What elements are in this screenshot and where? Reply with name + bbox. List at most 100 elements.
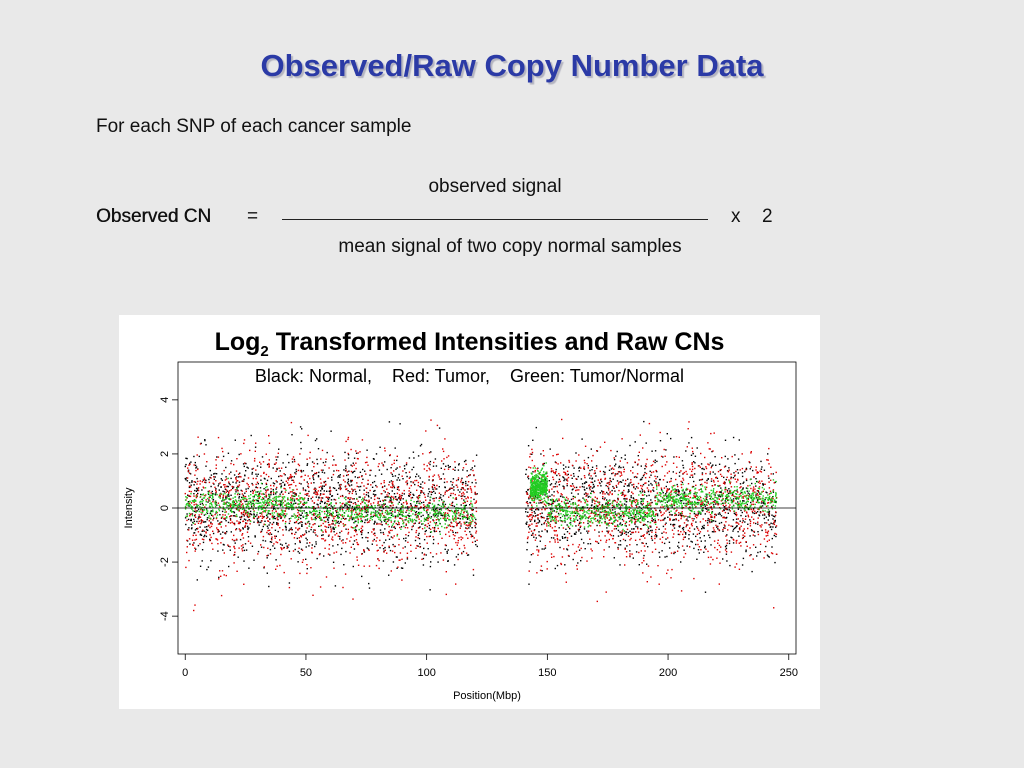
data-point: [356, 482, 358, 484]
data-point: [707, 463, 709, 465]
data-point: [771, 501, 774, 503]
data-point: [346, 474, 348, 477]
data-point: [197, 480, 199, 483]
data-point: [737, 518, 739, 520]
data-point: [634, 441, 636, 443]
data-point: [727, 492, 730, 495]
data-point: [322, 522, 324, 525]
data-point: [749, 461, 751, 464]
data-point: [623, 503, 626, 505]
data-point: [313, 474, 315, 476]
data-point: [273, 485, 275, 487]
data-point: [427, 495, 429, 497]
data-point: [448, 531, 450, 533]
data-point: [463, 521, 465, 524]
data-point: [432, 536, 434, 538]
data-point: [461, 495, 463, 497]
data-point: [197, 527, 199, 530]
data-point: [292, 492, 294, 494]
data-point: [726, 476, 728, 478]
data-point: [687, 500, 689, 502]
data-point: [665, 510, 667, 512]
data-point: [325, 510, 328, 512]
data-point: [687, 529, 690, 532]
data-point: [767, 519, 769, 521]
data-point: [347, 531, 350, 534]
data-point: [210, 521, 212, 524]
data-point: [641, 476, 644, 479]
data-point: [577, 562, 579, 564]
data-point: [332, 528, 334, 530]
data-point: [357, 564, 360, 566]
data-point: [329, 487, 331, 489]
data-point: [462, 491, 464, 494]
data-point: [362, 516, 365, 518]
data-point: [564, 515, 566, 517]
data-point: [352, 471, 354, 473]
data-point: [280, 517, 282, 519]
data-point: [700, 540, 702, 542]
data-point: [323, 490, 325, 492]
data-point: [749, 519, 751, 521]
data-point: [632, 472, 634, 474]
data-point: [235, 528, 238, 530]
data-point: [726, 539, 728, 541]
data-point: [292, 497, 294, 500]
data-point: [275, 488, 277, 490]
data-point: [235, 478, 237, 480]
data-point: [550, 470, 553, 472]
data-point: [603, 513, 605, 516]
data-point: [302, 487, 304, 489]
data-point: [592, 490, 594, 492]
data-point: [740, 545, 742, 547]
data-point: [463, 493, 465, 495]
data-point: [741, 467, 744, 470]
data-point: [336, 510, 338, 512]
data-point: [368, 565, 371, 567]
data-point: [261, 520, 263, 522]
data-point: [442, 448, 444, 450]
data-point: [559, 495, 562, 497]
data-point: [527, 526, 530, 528]
data-point: [685, 525, 687, 528]
data-point: [659, 538, 661, 540]
data-point: [392, 543, 394, 546]
data-point: [697, 529, 700, 531]
data-point: [374, 520, 376, 523]
data-point: [582, 506, 584, 508]
data-point: [531, 511, 533, 514]
data-point: [652, 489, 654, 491]
data-point: [382, 560, 385, 562]
data-point: [628, 511, 630, 513]
data-point: [642, 502, 644, 505]
data-point: [263, 493, 265, 495]
data-point: [299, 540, 301, 542]
data-point: [189, 515, 191, 517]
data-point: [364, 508, 366, 511]
data-point: [557, 453, 559, 455]
data-point: [772, 473, 774, 475]
data-point: [661, 536, 664, 538]
data-point: [765, 531, 767, 533]
data-point: [414, 504, 417, 507]
data-point: [652, 519, 655, 521]
data-point: [749, 522, 752, 525]
data-point: [273, 517, 275, 520]
data-point: [380, 473, 383, 475]
data-point: [617, 546, 619, 549]
data-point: [327, 519, 329, 521]
data-point: [359, 471, 362, 473]
data-point: [291, 458, 294, 460]
data-point: [439, 496, 441, 498]
data-point: [557, 520, 559, 522]
data-point: [428, 535, 430, 538]
data-point: [642, 475, 645, 477]
data-point: [745, 511, 748, 513]
data-point: [424, 533, 426, 535]
data-point: [292, 550, 295, 552]
data-point: [276, 481, 278, 483]
data-point: [360, 527, 362, 530]
data-point: [547, 520, 549, 523]
data-point: [675, 518, 677, 521]
data-point: [732, 498, 735, 500]
